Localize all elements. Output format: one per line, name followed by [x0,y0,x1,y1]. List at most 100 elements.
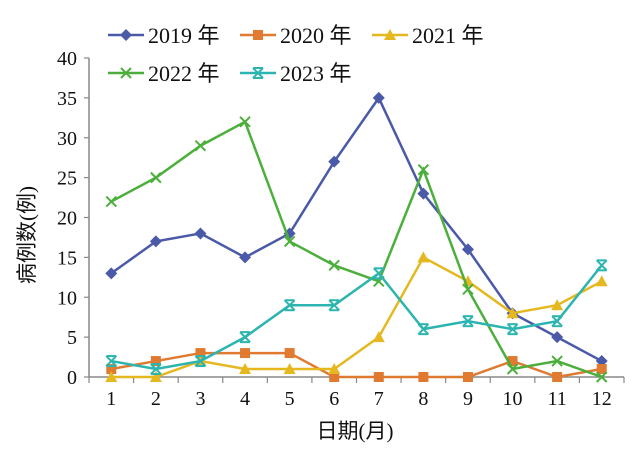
data-point [372,331,385,343]
marker-stroke [105,355,117,367]
marker-stroke [551,355,563,367]
marker-stroke [239,116,251,128]
data-point [328,259,340,272]
series-2023 [105,259,608,376]
x-tick-label: 11 [547,388,566,410]
legend-marker [253,30,263,40]
data-point [462,315,474,328]
data-point [551,315,563,328]
series-line [111,351,602,379]
data-point [328,363,341,375]
data-point [373,372,384,382]
legend-marker [384,29,396,40]
legend-label: 2022 年 [148,61,220,86]
x-tick-label: 7 [374,388,384,410]
series-2022 [105,116,608,383]
marker-stroke [373,267,385,280]
marker-stroke [194,355,207,367]
y-tick-label: 10 [57,287,77,309]
x-tick-label: 1 [106,388,116,410]
data-point [149,235,162,248]
data-point [106,364,117,375]
marker-stroke [417,163,430,176]
data-point [239,116,251,128]
data-point [239,251,252,264]
marker-stroke [283,299,296,311]
marker-stroke [239,331,251,343]
data-point [552,372,563,382]
data-point [461,243,474,256]
data-point [283,299,296,312]
marker-stroke [417,323,430,335]
data-point [194,355,207,368]
data-point [105,355,117,368]
y-tick-label: 5 [67,327,77,349]
data-point [506,307,519,319]
data-point [596,364,607,375]
marker-stroke [506,363,519,375]
legend-item: 2019 年 [108,23,220,48]
marker-stroke [596,259,608,272]
series-group [105,91,608,383]
marker-stroke [150,171,162,184]
x-tick-label: 10 [503,388,523,410]
data-point [150,171,162,184]
data-point [284,348,295,359]
data-point [149,371,162,382]
y-tick-label: 0 [67,367,77,389]
data-point [194,140,207,152]
data-point [240,348,251,359]
legend-label: 2019 年 [148,23,220,48]
y-tick-label: 30 [57,128,77,150]
data-point [105,195,117,208]
x-tick-label: 3 [195,388,205,410]
data-point [150,363,162,376]
data-point [417,187,430,200]
marker-stroke [120,67,132,79]
data-point [417,251,430,263]
data-point [283,363,296,375]
data-point [328,155,341,168]
x-axis-label: 日期(月) [317,419,394,443]
data-point [105,371,118,382]
y-tick-label: 15 [57,247,77,269]
legend-marker [252,67,264,79]
legend-item: 2023 年 [240,61,352,86]
marker-stroke [328,259,340,272]
marker-stroke [596,371,608,383]
data-point [194,227,207,240]
data-point [596,259,608,272]
marker-stroke [462,283,474,295]
data-point [105,267,118,280]
x-tick-label: 8 [418,388,428,410]
legend-label: 2020 年 [280,23,352,48]
data-point [195,348,206,359]
marker-stroke [506,323,519,335]
legend-item: 2020 年 [240,23,352,48]
data-point [462,283,474,295]
x-tick-label: 9 [463,388,473,410]
data-point [283,235,296,248]
marker-stroke [551,315,563,327]
series-2020 [106,348,607,382]
data-point [507,356,518,367]
data-point [506,323,519,336]
data-point [596,371,608,383]
marker-stroke [194,140,207,152]
data-point [551,355,563,367]
x-tick-label: 12 [592,388,612,410]
legend-label: 2023 年 [280,61,352,86]
series-line [111,264,603,371]
data-point [551,331,564,344]
data-point [150,356,161,367]
data-point [372,91,385,104]
series-line [110,95,603,363]
marker-stroke [105,195,117,208]
y-axis-label: 病例数(例) [15,186,39,284]
data-point [328,299,340,312]
data-point [595,275,608,287]
marker-stroke [462,315,474,327]
legend-label: 2021 年 [412,23,484,48]
legend-item: 2022 年 [108,61,220,86]
